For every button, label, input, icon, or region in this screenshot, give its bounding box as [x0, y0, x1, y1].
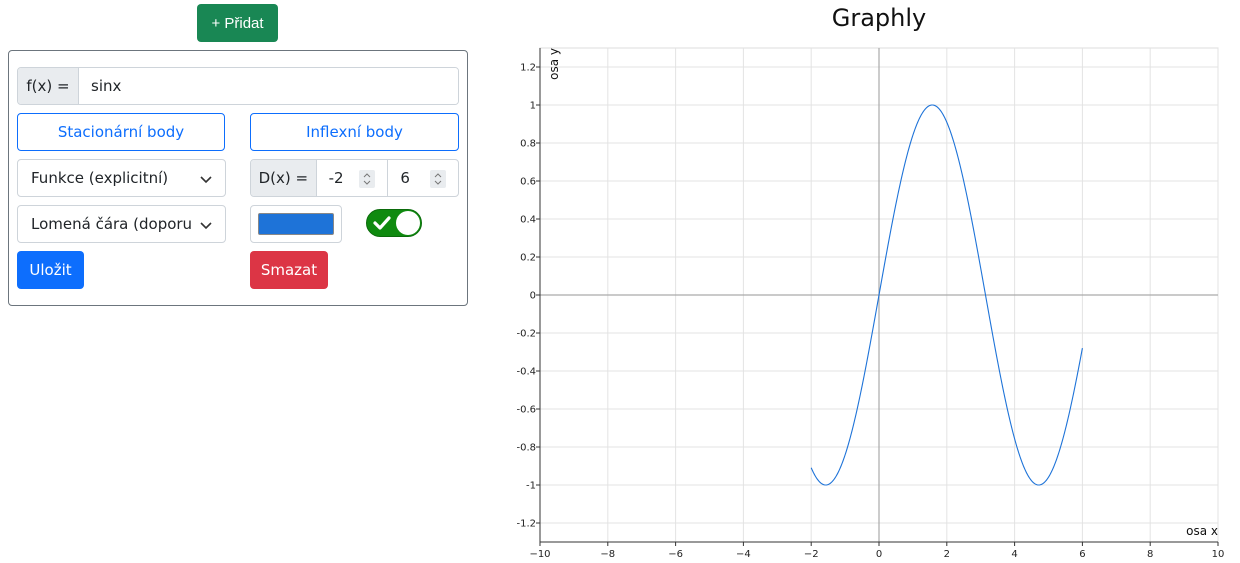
toggle-knob: [396, 211, 420, 235]
x-tick-label: −4: [736, 549, 751, 560]
x-tick-label: 8: [1147, 549, 1153, 560]
y-tick-label: -0.6: [516, 405, 536, 416]
y-tick-label: 0.8: [520, 139, 536, 150]
visibility-toggle[interactable]: [366, 209, 422, 237]
graph-title: Graphly: [831, 4, 927, 32]
y-tick-label: 1: [530, 101, 536, 112]
x-tick-label: 10: [1212, 549, 1225, 560]
y-tick-label: -1: [526, 481, 536, 492]
chevron-down-icon: [200, 222, 212, 230]
x-tick-label: −8: [600, 549, 615, 560]
plot-tick-labels: −10 −8 −6 −4 −2 0 2 4 6 8 10 1.2 1 0.8 0.6 0.4 0.2 0 -0.2 -…: [516, 63, 1224, 561]
y-tick-label: 0.2: [520, 253, 536, 264]
add-function-button[interactable]: + Přidat: [197, 4, 278, 42]
y-axis-label: osa y: [547, 48, 561, 80]
spinner-icon[interactable]: [359, 170, 376, 188]
domain-label: D(x) =: [251, 160, 317, 196]
domain-min-input[interactable]: -2: [317, 160, 388, 196]
x-tick-label: −10: [529, 549, 550, 560]
render-mode-select[interactable]: Lomená čára (doporuč: [17, 205, 226, 243]
plot-axes: [536, 48, 1219, 546]
y-tick-label: -0.4: [516, 367, 536, 378]
delete-button[interactable]: Smazat: [250, 251, 328, 289]
x-tick-label: 6: [1079, 549, 1085, 560]
x-tick-label: 0: [876, 549, 882, 560]
x-tick-label: −2: [804, 549, 819, 560]
y-tick-label: -0.8: [516, 443, 536, 454]
function-input-group: f(x) =: [17, 67, 459, 105]
domain-input-group: D(x) = -2 6: [250, 159, 459, 197]
function-type-value: Funkce (explicitní): [31, 169, 169, 187]
plot-series: [810, 104, 1083, 486]
x-axis-label: osa x: [1186, 524, 1218, 538]
function-type-select[interactable]: Funkce (explicitní): [17, 159, 226, 197]
y-tick-label: 0.6: [520, 177, 536, 188]
y-tick-label: -0.2: [516, 329, 536, 340]
inflection-points-button[interactable]: Inflexní body: [250, 113, 459, 151]
x-tick-label: −6: [668, 549, 683, 560]
function-plot[interactable]: −10 −8 −6 −4 −2 0 2 4 6 8 10 1.2 1 0.8 0.6 0.4 0.2 0 -0.2 -…: [500, 40, 1230, 560]
y-tick-label: -1.2: [516, 519, 536, 530]
domain-min-value: -2: [328, 169, 344, 187]
function-input[interactable]: [79, 68, 458, 104]
render-mode-value: Lomená čára (doporuč: [31, 215, 191, 233]
y-tick-label: 1.2: [520, 63, 536, 74]
domain-max-input[interactable]: 6: [387, 160, 458, 196]
chevron-down-icon: [200, 176, 212, 184]
series-line-sinx: [810, 104, 1083, 486]
line-color-picker[interactable]: [250, 205, 342, 243]
spinner-icon[interactable]: [430, 170, 446, 188]
fx-label: f(x) =: [18, 68, 79, 104]
color-swatch: [258, 213, 334, 235]
y-tick-label: 0: [530, 291, 536, 302]
x-tick-label: 2: [944, 549, 950, 560]
y-tick-label: 0.4: [520, 215, 536, 226]
stationary-points-button[interactable]: Stacionární body: [17, 113, 225, 151]
domain-max-value: 6: [400, 169, 410, 187]
x-tick-label: 4: [1011, 549, 1017, 560]
function-card: [8, 50, 468, 306]
save-button[interactable]: Uložit: [17, 251, 84, 289]
check-icon: [373, 216, 391, 230]
